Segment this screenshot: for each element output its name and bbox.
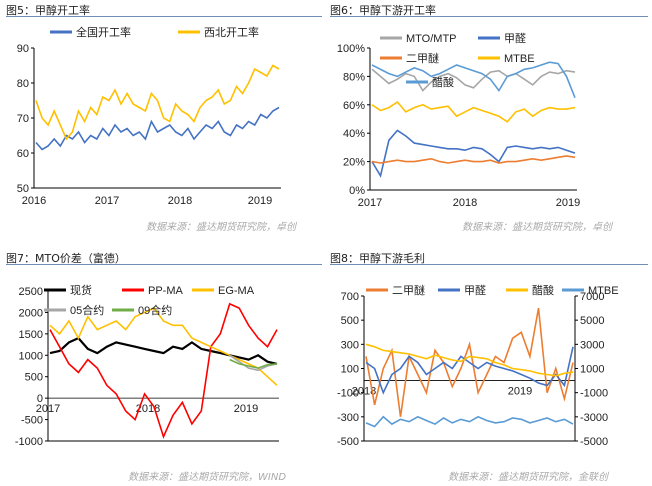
y-tick-label: 90 (17, 43, 29, 55)
source-note: 数据来源：盛达期货研究院，卓创 (462, 222, 612, 233)
panel-title: 图6：甲醇下游开工率 (330, 4, 436, 17)
panel-downstream-margin: 图8：甲醇下游毛利 -500 -300 -100 100 300 500 700 -5000-… (330, 248, 650, 486)
legend-label: 甲醛 (464, 283, 486, 297)
panel-title: 图8：甲醇下游毛利 (330, 252, 425, 265)
y-tick-label: -500 (21, 415, 43, 427)
panel-title: 图7：MTO价差（富德） (6, 252, 126, 265)
legend-label: 甲醛 (504, 31, 526, 45)
y-tick-label: 100 (341, 364, 359, 376)
chart-methanol-operating-rate: 50 60 70 80 90 2016 2017 2018 2019 全国开工率 西北开工率 (17, 25, 281, 207)
series-line-2 (49, 307, 278, 386)
panel-methanol-operating-rate: 图5：甲醇开工率 50 60 70 80 90 2016 2017 2018 2019 全国开工率… (6, 0, 324, 240)
legend-label: MTBE (504, 53, 535, 65)
y-tick-label: 20% (343, 157, 365, 169)
y2-tick-label: 3000 (580, 339, 604, 351)
chart-downstream-margin: -500 -300 -100 100 300 500 700 -5000 -3000 -1000 1… (337, 283, 619, 448)
y-tick-label: 300 (341, 339, 359, 351)
legend-label: 西北开工率 (204, 25, 259, 39)
source-note: 数据来源：盛达期货研究院，卓创 (146, 222, 296, 233)
y-tick-label: 60 (17, 148, 29, 160)
title-rule (330, 16, 648, 17)
title-rule (6, 16, 322, 17)
y-tick-label: 500 (341, 315, 359, 327)
legend-label: MTO/MTP (406, 33, 457, 45)
legend-label: 醋酸 (532, 283, 554, 297)
y-tick-label: 2000 (19, 307, 43, 319)
series-line-1 (49, 302, 278, 439)
source-note: 数据来源：盛达期货研究院，金联创 (448, 472, 608, 483)
panel-downstream-operating-rate: 图6：甲醇下游开工率 0% 20% 40% 60% 80% 100% 2017 2018 201… (330, 0, 650, 240)
series-line-3 (371, 100, 576, 123)
series-line-3 (229, 354, 278, 372)
series-line-4 (229, 358, 278, 369)
y2-tick-label: -3000 (580, 412, 608, 424)
legend-label: MTBE (588, 285, 619, 297)
series-line-1 (365, 346, 574, 395)
x-tick-label: 2019 (556, 197, 580, 209)
y-tick-label: 0 (37, 393, 43, 405)
y-tick-label: 60% (343, 100, 365, 112)
legend-label: PP-MA (148, 285, 184, 297)
series-line-0 (365, 307, 574, 417)
series-line-0 (371, 68, 576, 92)
title-rule (6, 264, 322, 265)
x-tick-label: 2017 (358, 197, 382, 209)
x-tick-label: 2018 (168, 195, 192, 207)
legend-label: 二甲醚 (392, 283, 425, 297)
source-note: 数据来源：盛达期货研究院，WIND (128, 472, 287, 483)
series-line-1 (371, 129, 576, 178)
y-tick-label: 2500 (19, 286, 43, 298)
y2-tick-label: -1000 (580, 388, 608, 400)
legend-label: 二甲醚 (406, 51, 439, 65)
x-tick-label: 2018 (352, 386, 376, 398)
y-tick-label: 80% (343, 71, 365, 83)
series-line-4 (371, 61, 576, 98)
legend-label: 09合约 (138, 303, 172, 317)
y2-tick-label: 5000 (580, 315, 604, 327)
chart-downstream-operating-rate: 0% 20% 40% 60% 80% 100% 2017 2018 2019 MTO/MTP 甲醛二… (337, 31, 580, 209)
x-tick-label: 2019 (248, 195, 272, 207)
y-tick-label: 70 (17, 113, 29, 125)
x-tick-label: 2016 (22, 195, 46, 207)
y-tick-label: 80 (17, 78, 29, 90)
x-tick-label: 2019 (508, 386, 532, 398)
y-tick-label: 50 (17, 183, 29, 195)
panel-mto-spread: 图7：MTO价差（富德） -1000 -500 0 500 1000 1500 2000 25… (6, 248, 324, 486)
series-line-2 (365, 343, 574, 377)
y-tick-label: -100 (337, 388, 359, 400)
y-tick-label: 40% (343, 128, 365, 140)
y-tick-label: 1500 (19, 329, 43, 341)
x-tick-label: 2017 (95, 195, 119, 207)
y2-tick-label: 1000 (580, 364, 604, 376)
y2-tick-label: 7000 (580, 291, 604, 303)
y-tick-label: -500 (337, 436, 359, 448)
legend-label: 全国开工率 (76, 25, 131, 39)
x-tick-label: 2019 (234, 403, 258, 415)
x-tick-label: 2018 (453, 197, 477, 209)
title-rule (330, 264, 648, 265)
y2-tick-label: -5000 (580, 436, 608, 448)
legend-label: EG-MA (218, 285, 255, 297)
series-line-0 (35, 106, 280, 151)
legend-label: 现货 (70, 283, 92, 297)
y-tick-label: 500 (25, 372, 43, 384)
y-tick-label: -1000 (15, 436, 43, 448)
x-tick-label: 2017 (36, 403, 60, 415)
y-tick-label: -300 (337, 412, 359, 424)
y-tick-label: 1000 (19, 350, 43, 362)
series-line-1 (35, 64, 280, 141)
y-tick-label: 0% (349, 185, 365, 197)
series-line-3 (365, 415, 574, 428)
legend-label: 05合约 (70, 303, 104, 317)
series-line-0 (49, 336, 278, 365)
panel-title: 图5：甲醇开工率 (6, 4, 90, 17)
y-tick-label: 100% (337, 43, 365, 55)
y-tick-label: 700 (341, 291, 359, 303)
legend-label: 醋酸 (432, 75, 454, 89)
series-line-2 (371, 155, 576, 164)
